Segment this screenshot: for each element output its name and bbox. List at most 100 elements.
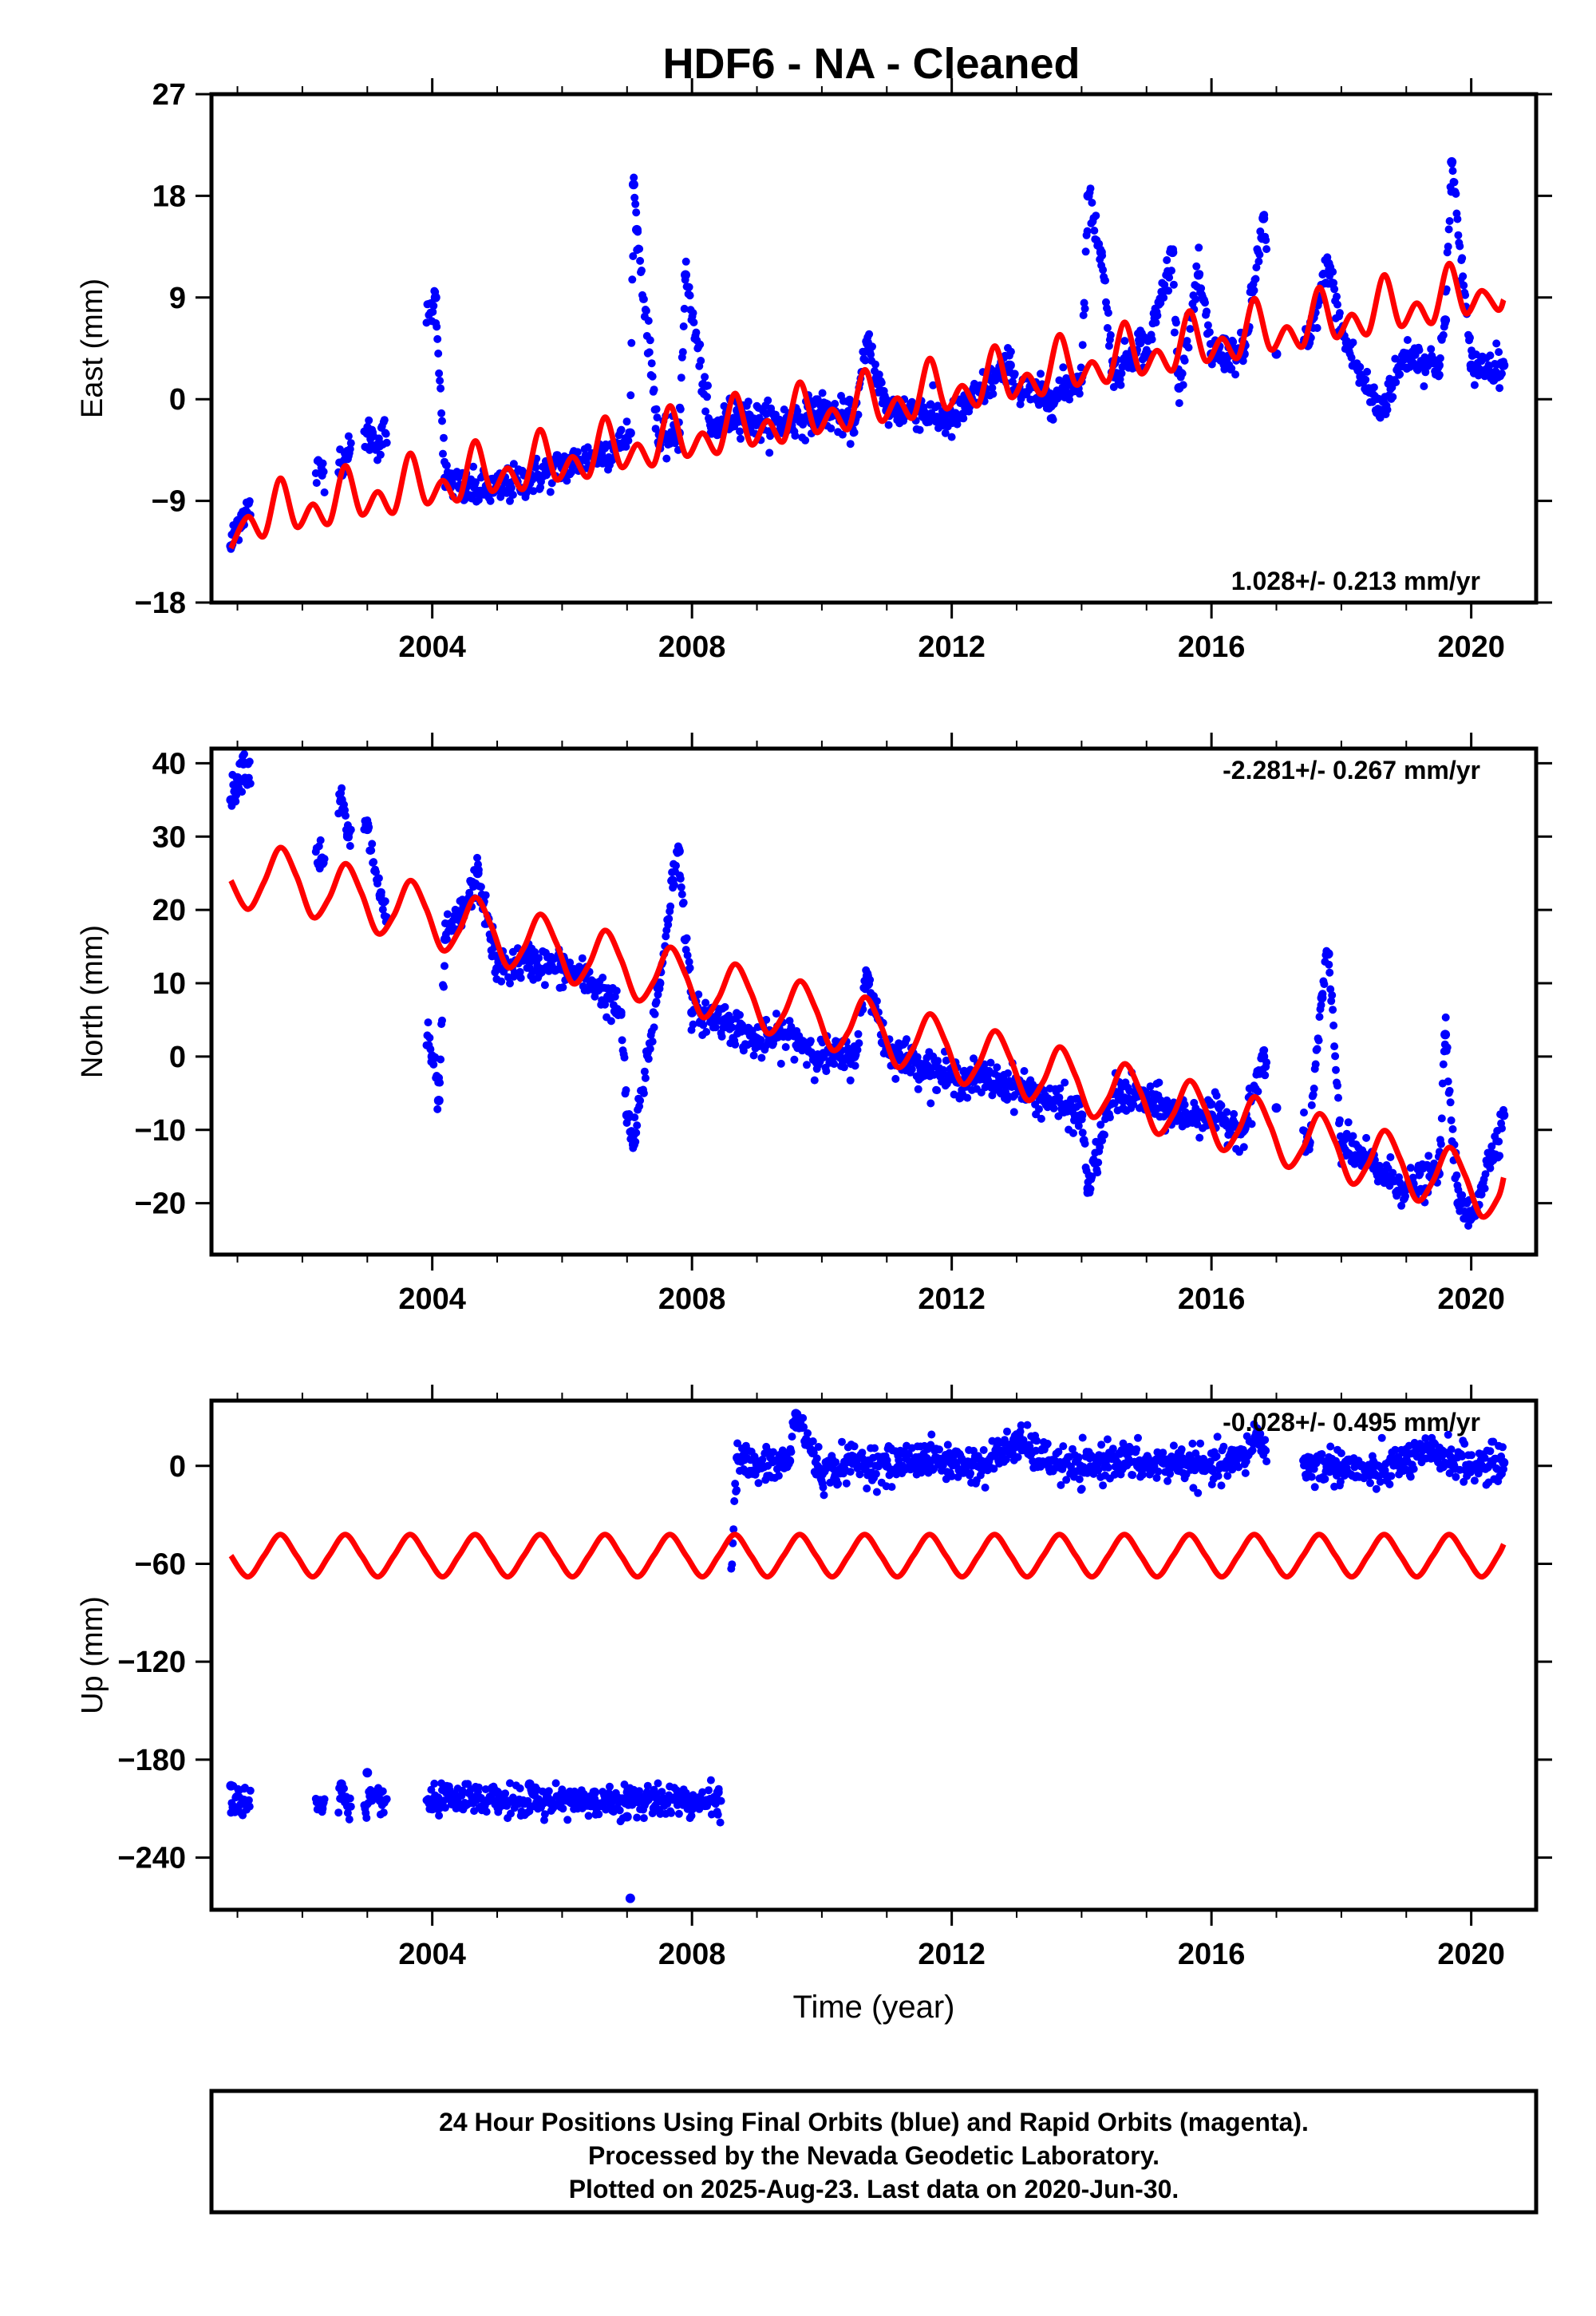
- north-observation-point: [1083, 1184, 1093, 1194]
- north-y-tick-label: −20: [135, 1188, 186, 1221]
- east-x-tick-label: 2012: [918, 630, 986, 664]
- east-observation-point: [1433, 360, 1444, 370]
- up-y-axis-label: Up (mm): [76, 1596, 109, 1714]
- north-observation-point: [946, 1073, 957, 1084]
- north-x-tick-label: 2016: [1178, 1282, 1246, 1316]
- up-plot-area: [226, 1409, 1509, 1903]
- east-frame: [209, 92, 1539, 605]
- east-x-tick-label: 2008: [658, 630, 726, 664]
- east-observation-point: [625, 428, 635, 438]
- north-observation-cloud: [227, 749, 1507, 1230]
- up-observation-point: [816, 1469, 827, 1480]
- up-observation-point: [946, 1457, 957, 1468]
- up-observation-point: [1207, 1464, 1217, 1474]
- north-observation-point: [1258, 1051, 1269, 1061]
- up-observation-point: [1499, 1457, 1509, 1468]
- north-observation-point: [862, 970, 872, 981]
- up-x-axis-label: Time (year): [793, 1990, 955, 2025]
- north-y-tick-label: 30: [152, 820, 186, 854]
- east-y-tick-label: −9: [152, 485, 186, 519]
- up-rate-annotation: -0.028+/- 0.495 mm/yr: [1223, 1408, 1480, 1437]
- east-observation-point: [681, 270, 691, 280]
- east-observation-point: [362, 428, 373, 438]
- east-observation-point: [1356, 371, 1366, 381]
- north-observation-point: [628, 1140, 638, 1150]
- east-y-tick-label: 18: [152, 180, 186, 213]
- north-y-tick-label: 40: [152, 747, 186, 781]
- north-x-tick-label: 2012: [918, 1282, 986, 1316]
- east-observation-point: [1096, 247, 1106, 258]
- up-x-tick-label: 2016: [1178, 1938, 1246, 1971]
- up-observation-cloud: [227, 1409, 1507, 1827]
- up-observation-point: [1433, 1448, 1444, 1458]
- north-observation-point: [914, 1059, 924, 1069]
- up-observation-point: [654, 1795, 665, 1805]
- up-observation-point: [1258, 1445, 1269, 1455]
- north-observation-point: [336, 795, 346, 805]
- east-observation-point: [615, 439, 626, 449]
- up-observation-point: [1044, 1456, 1054, 1466]
- up-observation-point: [733, 1452, 743, 1463]
- east-observation-point: [1499, 360, 1509, 370]
- east-y-tick-label: 0: [169, 383, 186, 417]
- north-observation-point: [239, 758, 249, 769]
- up-observation-point: [375, 1795, 385, 1805]
- east-observation-point: [1174, 383, 1184, 393]
- up-observation-point: [427, 1804, 437, 1814]
- east-x-tick-label: 2004: [398, 630, 466, 664]
- north-observation-point: [232, 773, 243, 783]
- up-observation-point: [1077, 1465, 1087, 1476]
- north-observation-point: [1369, 1161, 1379, 1172]
- north-y-tick-label: 10: [152, 967, 186, 1001]
- up-observation-point: [226, 1780, 236, 1791]
- up-observation-point: [317, 1804, 327, 1814]
- up-observation-point: [752, 1464, 762, 1474]
- north-observation-point: [440, 934, 450, 944]
- north-observation-point: [719, 1014, 729, 1025]
- north-observation-point: [427, 1051, 437, 1061]
- north-observation-point: [342, 832, 353, 842]
- east-model-curve: [228, 260, 1507, 550]
- north-observation-point: [667, 875, 678, 886]
- footer-line-2: Processed by the Nevada Geodetic Laborat…: [588, 2141, 1159, 2170]
- up-observation-point: [557, 1795, 567, 1805]
- up-observation-point: [460, 1800, 470, 1811]
- east-observation-point: [1375, 405, 1385, 416]
- east-observation-point: [1323, 259, 1333, 269]
- north-observation-point: [1317, 993, 1327, 1003]
- north-observation-point: [472, 868, 483, 879]
- north-observation-point: [687, 1007, 697, 1018]
- north-y-tick-label: −10: [135, 1114, 186, 1148]
- up-model-curve: [228, 1531, 1507, 1580]
- east-observation-point: [706, 428, 717, 438]
- up-observation-point: [625, 1893, 635, 1903]
- east-observation-point: [1044, 394, 1054, 405]
- east-observation-point: [1135, 338, 1145, 348]
- east-observation-point: [1167, 247, 1178, 258]
- east-observation-point: [862, 338, 872, 348]
- north-observation-point: [1044, 1096, 1054, 1106]
- east-x-tick-label: 2016: [1178, 630, 1246, 664]
- east-observation-point: [1005, 360, 1015, 370]
- north-y-tick-label: 20: [152, 894, 186, 927]
- north-observation-point: [849, 1051, 859, 1061]
- up-x-tick-label: 2012: [918, 1938, 986, 1971]
- east-observation-point: [1141, 349, 1152, 359]
- north-observation-point: [816, 1051, 827, 1061]
- north-x-tick-label: 2004: [398, 1282, 466, 1316]
- north-observation-point: [1453, 1198, 1464, 1208]
- up-x-tick-label: 2004: [398, 1938, 466, 1971]
- north-observation-point: [979, 1073, 990, 1084]
- north-observation-point: [375, 890, 385, 900]
- up-observation-point: [362, 1768, 373, 1778]
- east-observation-point: [1440, 315, 1451, 326]
- north-observation-point: [590, 978, 600, 989]
- north-y-tick-label: 0: [169, 1041, 186, 1074]
- up-x-tick-label: 2008: [658, 1938, 726, 1971]
- up-observation-point: [1336, 1460, 1346, 1471]
- up-observation-point: [700, 1800, 710, 1811]
- up-observation-point: [882, 1460, 892, 1471]
- east-x-tick-label: 2020: [1437, 630, 1505, 664]
- north-observation-point: [492, 963, 503, 974]
